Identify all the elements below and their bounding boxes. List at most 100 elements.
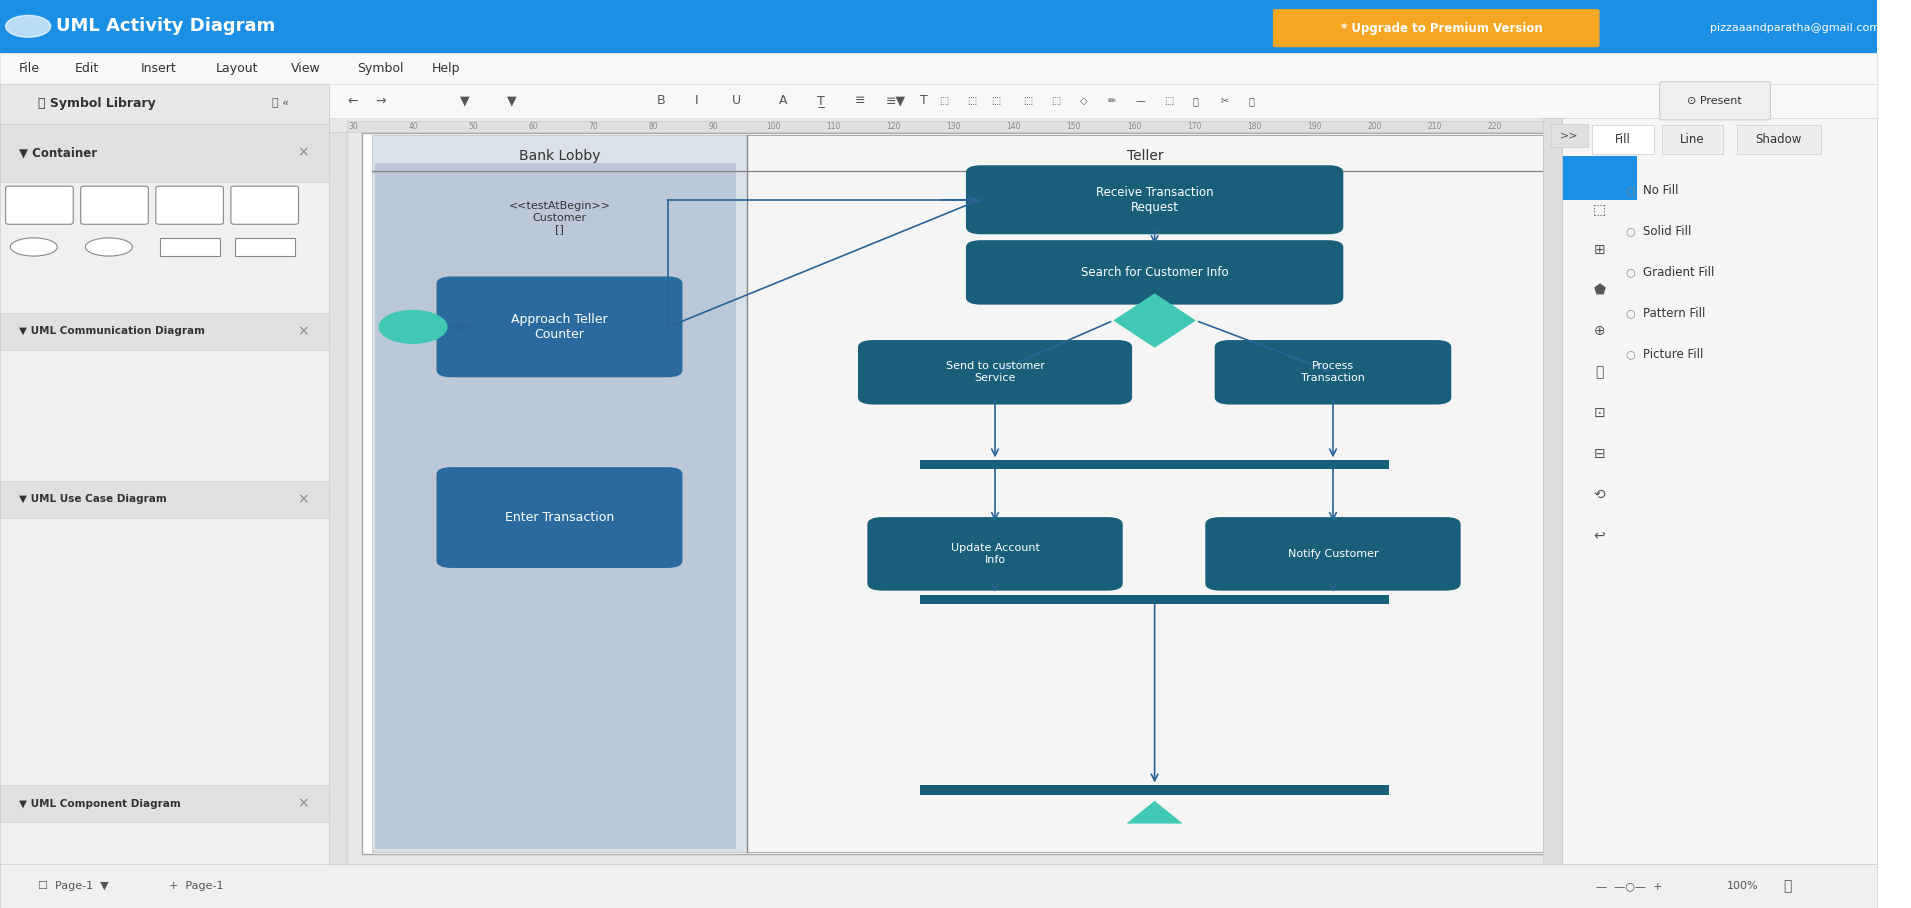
Text: ↩: ↩ [1594, 528, 1605, 543]
FancyBboxPatch shape [436, 467, 682, 568]
Text: 🔒: 🔒 [1192, 95, 1198, 106]
FancyBboxPatch shape [868, 517, 1122, 590]
FancyBboxPatch shape [348, 121, 1561, 132]
Text: B: B [657, 94, 665, 107]
Text: ○: ○ [1626, 185, 1636, 196]
Text: Receive Transaction
Request: Receive Transaction Request [1095, 186, 1213, 213]
Text: Solid Fill: Solid Fill [1643, 225, 1691, 238]
Text: ×: × [296, 796, 308, 811]
Polygon shape [1114, 293, 1196, 348]
Text: ⊕: ⊕ [1594, 324, 1605, 339]
Text: 60: 60 [527, 122, 539, 131]
Circle shape [6, 15, 52, 37]
FancyBboxPatch shape [0, 84, 329, 124]
Text: ⬚: ⬚ [1164, 95, 1173, 106]
Text: Symbol: Symbol [357, 62, 403, 74]
FancyBboxPatch shape [329, 84, 1877, 118]
Text: ⬟: ⬟ [1594, 283, 1605, 298]
Text: 220: 220 [1487, 122, 1502, 131]
Text: Bank Lobby: Bank Lobby [518, 149, 600, 163]
Text: UML Activity Diagram: UML Activity Diagram [55, 17, 275, 35]
FancyBboxPatch shape [0, 864, 1877, 908]
Text: 200: 200 [1366, 122, 1382, 131]
FancyBboxPatch shape [919, 785, 1389, 794]
Text: <<testAtBegin>>
Customer
[]: <<testAtBegin>> Customer [] [508, 202, 610, 234]
Text: * Upgrade to Premium Version: * Upgrade to Premium Version [1342, 22, 1542, 35]
Text: 40: 40 [409, 122, 419, 131]
Text: —  —○—  +: — —○— + [1596, 881, 1663, 892]
Text: Pattern Fill: Pattern Fill [1643, 307, 1705, 320]
Text: ⟲: ⟲ [1594, 488, 1605, 502]
FancyBboxPatch shape [1550, 124, 1588, 147]
FancyBboxPatch shape [329, 118, 1561, 864]
Text: ▼ UML Communication Diagram: ▼ UML Communication Diagram [19, 326, 204, 337]
Text: 30: 30 [348, 122, 357, 131]
Text: ⬚: ⬚ [1594, 202, 1605, 216]
Text: ⬚: ⬚ [1051, 95, 1061, 106]
Text: Teller: Teller [1127, 149, 1164, 163]
FancyBboxPatch shape [965, 165, 1343, 234]
Text: ▼: ▼ [506, 94, 516, 107]
Text: 50: 50 [468, 122, 478, 131]
Text: 🔍: 🔍 [1248, 95, 1254, 106]
Text: ×: × [296, 492, 308, 507]
Text: ✏: ✏ [1108, 95, 1116, 106]
FancyBboxPatch shape [0, 785, 329, 822]
Text: ⊞: ⊞ [1594, 242, 1605, 257]
Ellipse shape [86, 238, 132, 256]
Text: ⊟: ⊟ [1594, 447, 1605, 461]
Text: ⊙ Present: ⊙ Present [1687, 95, 1741, 106]
Text: 130: 130 [946, 122, 961, 131]
FancyBboxPatch shape [436, 276, 682, 378]
Text: Update Account
Info: Update Account Info [950, 543, 1040, 565]
Text: ≡▼: ≡▼ [887, 94, 906, 107]
Text: ○: ○ [1626, 226, 1636, 237]
Text: Insert: Insert [141, 62, 176, 74]
Text: 📚 Symbol Library: 📚 Symbol Library [38, 97, 155, 110]
FancyBboxPatch shape [858, 340, 1131, 405]
Text: ◇: ◇ [1080, 95, 1087, 106]
Text: Fill: Fill [1615, 133, 1630, 146]
Text: ⊡: ⊡ [1594, 406, 1605, 420]
Text: →: → [375, 94, 386, 107]
FancyBboxPatch shape [363, 133, 1550, 854]
FancyBboxPatch shape [6, 186, 73, 224]
Text: ⬚: ⬚ [1022, 95, 1032, 106]
Text: 210: 210 [1428, 122, 1441, 131]
Text: 80: 80 [648, 122, 657, 131]
Text: File: File [19, 62, 40, 74]
Text: Layout: Layout [216, 62, 258, 74]
Text: 90: 90 [709, 122, 719, 131]
Text: 160: 160 [1127, 122, 1141, 131]
FancyBboxPatch shape [1273, 9, 1600, 47]
Text: View: View [290, 62, 321, 74]
Text: ○: ○ [1626, 349, 1636, 360]
FancyBboxPatch shape [0, 0, 1877, 53]
Text: Gradient Fill: Gradient Fill [1643, 266, 1714, 279]
Text: 120: 120 [887, 122, 900, 131]
Text: ⬚: ⬚ [967, 95, 977, 106]
FancyBboxPatch shape [1661, 125, 1724, 154]
Text: Help: Help [432, 62, 461, 74]
Text: 170: 170 [1187, 122, 1202, 131]
Text: ✂: ✂ [1221, 95, 1229, 106]
Text: ⬜: ⬜ [1596, 365, 1603, 380]
FancyBboxPatch shape [1544, 118, 1561, 864]
Text: 140: 140 [1007, 122, 1020, 131]
Text: 190: 190 [1307, 122, 1321, 131]
FancyBboxPatch shape [1561, 118, 1877, 864]
FancyBboxPatch shape [157, 186, 224, 224]
FancyBboxPatch shape [1737, 125, 1821, 154]
Text: ▼ Container: ▼ Container [19, 146, 97, 159]
FancyBboxPatch shape [965, 240, 1343, 304]
Text: 70: 70 [589, 122, 598, 131]
FancyBboxPatch shape [373, 135, 747, 852]
Text: Notify Customer: Notify Customer [1288, 548, 1378, 559]
Text: +  Page-1: + Page-1 [168, 881, 224, 892]
Text: ○: ○ [1626, 308, 1636, 319]
Text: ⬚: ⬚ [938, 95, 948, 106]
FancyBboxPatch shape [0, 53, 1877, 84]
Text: ▼ UML Component Diagram: ▼ UML Component Diagram [19, 798, 180, 809]
Text: Line: Line [1680, 133, 1705, 146]
FancyBboxPatch shape [231, 186, 298, 224]
